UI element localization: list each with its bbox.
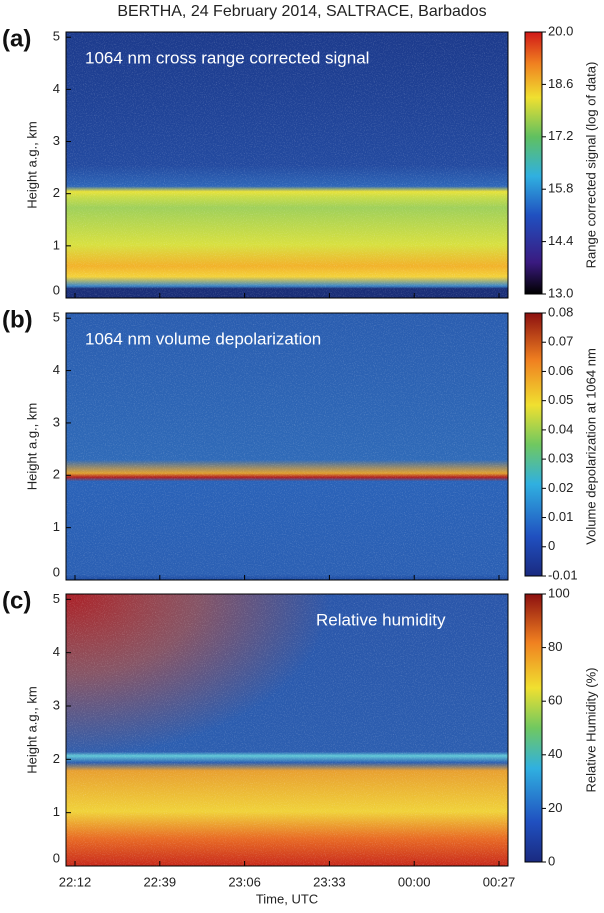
colorbar-tick-label: 0 [548,538,555,553]
colorbar-tick-label: 0.02 [548,480,573,495]
y-tick-label: 5 [53,29,60,44]
panel: (a) 1064 nm cross range corrected signal H… [2,23,598,300]
heatmap-noise [66,313,508,580]
colorbar-label: Range corrected signal (log of data) [583,62,598,269]
heatmap-noise [66,32,508,298]
colorbar-tick-label: 13.0 [548,285,573,300]
x-tick-label: 22:12 [59,874,92,889]
colorbar-tick-label: 0.01 [548,509,573,524]
colorbar [524,593,543,863]
y-tick-label: 0 [53,282,60,297]
x-tick-label: 00:27 [483,874,516,889]
y-tick-label: 1 [53,804,60,819]
plot-frame [65,31,509,299]
colorbar-tick-label: 80 [548,639,562,654]
colorbar-tick-label: 0.08 [548,304,573,319]
annotation: Relative humidity [316,610,446,629]
colorbar-tick-label: 100 [548,585,570,600]
y-tick-label: 4 [53,644,60,659]
x-tick-label: 00:00 [398,874,431,889]
y-tick-label: 3 [53,414,60,429]
colorbar [524,312,543,577]
colorbar-tick-label: -0.01 [548,567,578,582]
colorbar-tick-label: 14.4 [548,233,573,248]
colorbar-tick-label: 0.06 [548,363,573,378]
colorbar-tick-label: 20.0 [548,23,573,38]
y-axis-label: Height a.g., km [24,403,39,490]
panel-label: (c) [2,587,31,614]
plot-frame [65,593,509,867]
figure-title: BERTHA, 24 February 2014, SALTRACE, Barb… [117,3,486,20]
y-axis-label: Height a.g., km [24,686,39,773]
colorbar-label: Relative Humidity (%) [583,668,598,793]
x-tick-label: 22:39 [144,874,177,889]
plot-frame [65,312,509,581]
y-tick-label: 2 [53,751,60,766]
annotation: 1064 nm volume depolarization [85,329,321,348]
y-tick-label: 1 [53,237,60,252]
colorbar [524,31,543,295]
colorbar-tick-label: 20 [548,800,562,815]
colorbar-tick-label: 0.07 [548,334,573,349]
y-tick-label: 2 [53,467,60,482]
colorbar-tick-label: 60 [548,693,562,708]
y-tick-label: 5 [53,591,60,606]
colorbar-tick-label: 18.6 [548,76,573,91]
y-tick-label: 4 [53,81,60,96]
y-tick-label: 4 [53,362,60,377]
colorbar-tick-label: 0.04 [548,421,573,436]
panel-label: (b) [2,306,33,333]
colorbar-tick-label: 0.05 [548,392,573,407]
y-tick-label: 3 [53,133,60,148]
colorbar-tick-label: 15.8 [548,181,573,196]
panel: (b) 1064 nm volume depolarization Height a… [2,304,598,582]
colorbar-tick-label: 17.2 [548,128,573,143]
colorbar-tick-label: 0 [548,853,555,868]
y-tick-label: 0 [53,564,60,579]
colorbar-tick-label: 0.03 [548,451,573,466]
y-tick-label: 2 [53,185,60,200]
annotation: 1064 nm cross range corrected signal [85,48,369,67]
panel-label: (a) [2,25,31,52]
y-tick-label: 3 [53,697,60,712]
panel: (c) Relative humidity Height a.g., km 0 1 2 3 4… [2,585,598,868]
colorbar-tick-label: 40 [548,746,562,761]
y-tick-label: 1 [53,519,60,534]
heatmap-noise [66,594,508,866]
y-tick-label: 0 [53,850,60,865]
x-tick-label: 23:33 [313,874,346,889]
y-tick-label: 5 [53,310,60,325]
colorbar-label: Volume depolarization at 1064 nm [583,348,598,545]
y-axis-label: Height a.g., km [24,121,39,208]
x-tick-label: 23:06 [228,874,261,889]
x-axis-label: Time, UTC [256,891,318,906]
